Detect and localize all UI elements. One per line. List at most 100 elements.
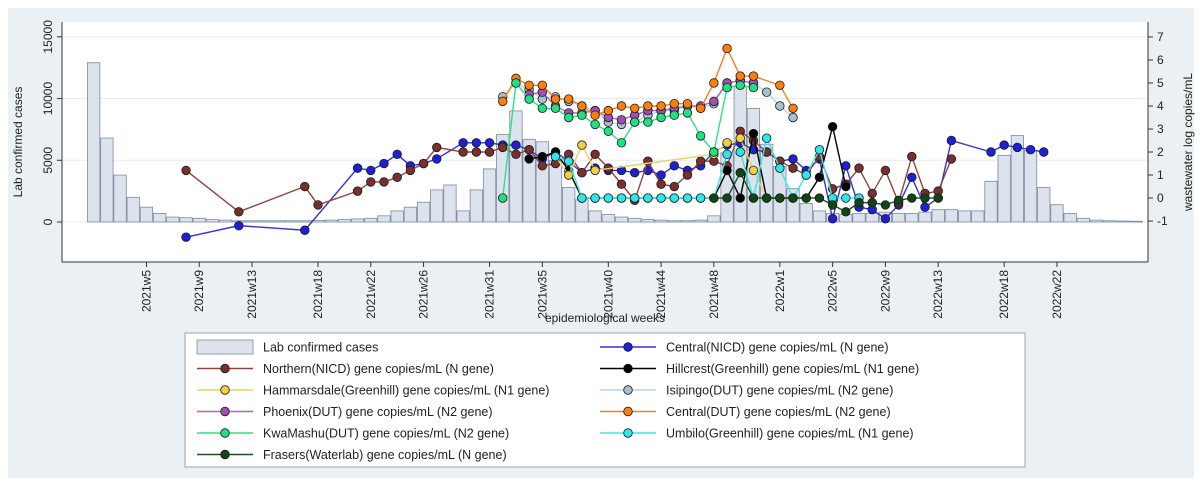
series-marker: [933, 193, 943, 203]
series-marker: [748, 128, 759, 139]
series-marker: [695, 103, 706, 113]
bar: [350, 218, 365, 223]
series-marker: [352, 186, 363, 196]
legend-label: Hammarsdale(Greenhill) gene copies/mL (N…: [263, 384, 549, 398]
series-marker: [880, 200, 891, 210]
series-marker: [682, 193, 693, 203]
bar: [179, 217, 193, 223]
series-marker: [867, 197, 877, 208]
series-marker: [616, 193, 627, 203]
bar: [324, 219, 338, 223]
legend-marker: [220, 428, 230, 438]
legend-label: Central(DUT) gene copies/mL (N2 gene): [666, 405, 891, 419]
y2-tick-label: 6: [1157, 53, 1164, 67]
series-marker: [761, 87, 772, 97]
legend-marker: [623, 363, 633, 374]
series-marker: [564, 170, 574, 180]
bar: [971, 210, 985, 223]
series-marker: [986, 147, 996, 157]
bar: [1103, 220, 1117, 223]
series-marker: [300, 181, 310, 192]
series-marker: [471, 147, 482, 157]
series-marker: [498, 96, 508, 107]
series-marker: [392, 149, 402, 160]
series-marker: [907, 172, 917, 183]
series-marker: [498, 142, 508, 153]
series-marker: [392, 172, 402, 183]
x-tick-label: 2022w5: [826, 270, 840, 312]
bar: [482, 168, 497, 223]
series-marker: [524, 94, 534, 104]
series-marker: [748, 82, 759, 93]
series-marker: [656, 112, 666, 123]
y-tick-label: 0: [41, 218, 55, 225]
bar: [1023, 149, 1038, 223]
lines: [181, 43, 1049, 242]
series-marker: [590, 110, 600, 120]
series-marker: [788, 154, 798, 164]
series-marker: [432, 154, 442, 164]
series-marker: [735, 168, 745, 178]
series-marker: [827, 200, 838, 210]
series-marker: [788, 112, 798, 123]
bar: [865, 212, 879, 223]
bar: [456, 210, 470, 223]
series-marker: [366, 177, 376, 187]
series-marker: [841, 181, 851, 192]
bar: [760, 143, 774, 223]
bar: [390, 210, 404, 223]
bar: [614, 216, 629, 223]
series-marker: [234, 207, 244, 217]
series-marker: [867, 188, 877, 199]
series-marker: [366, 165, 376, 176]
y-axis-title: Lab confirmed cases: [11, 87, 25, 198]
series-marker: [313, 200, 323, 210]
series-marker: [590, 149, 600, 160]
series-marker: [603, 105, 613, 116]
bar: [1089, 219, 1104, 223]
bar: [1063, 212, 1077, 223]
bar: [1076, 217, 1090, 223]
bar: [126, 196, 140, 223]
series-marker: [524, 145, 534, 155]
series-marker: [418, 158, 429, 169]
series-marker: [946, 135, 957, 146]
series-marker: [722, 43, 732, 54]
series-marker: [880, 214, 891, 224]
bar: [641, 219, 655, 223]
bar: [139, 206, 154, 223]
series-marker: [379, 158, 389, 169]
series-marker: [775, 163, 785, 173]
series-marker: [801, 193, 811, 203]
series-marker: [550, 151, 561, 162]
x-tick-label: 2021w31: [483, 270, 497, 319]
bar: [601, 214, 615, 223]
series-marker: [564, 156, 574, 166]
x-tick-label: 2021w18: [311, 270, 325, 319]
series-marker: [854, 197, 864, 208]
x-tick-label: 2021w13: [245, 270, 259, 319]
legend-label: Lab confirmed cases: [263, 341, 378, 355]
bar: [931, 209, 945, 223]
series-marker: [458, 138, 468, 148]
legend-label: Hillcrest(Greenhill) gene copies/mL (N1 …: [666, 362, 919, 376]
series-marker: [735, 80, 745, 90]
bar: [944, 209, 958, 223]
series-marker: [695, 156, 706, 166]
series-marker: [682, 98, 693, 109]
series-marker: [656, 193, 666, 203]
series-marker: [775, 101, 785, 111]
series-marker: [564, 94, 574, 104]
series-marker: [946, 154, 957, 164]
series-marker: [577, 101, 587, 111]
series-marker: [907, 151, 917, 162]
series-marker: [761, 193, 772, 203]
bar: [443, 184, 457, 223]
series-marker: [656, 179, 666, 189]
series-marker: [695, 131, 706, 141]
series-marker: [775, 193, 785, 203]
series-marker: [550, 103, 561, 113]
series-marker: [616, 179, 627, 189]
bar: [562, 187, 576, 223]
